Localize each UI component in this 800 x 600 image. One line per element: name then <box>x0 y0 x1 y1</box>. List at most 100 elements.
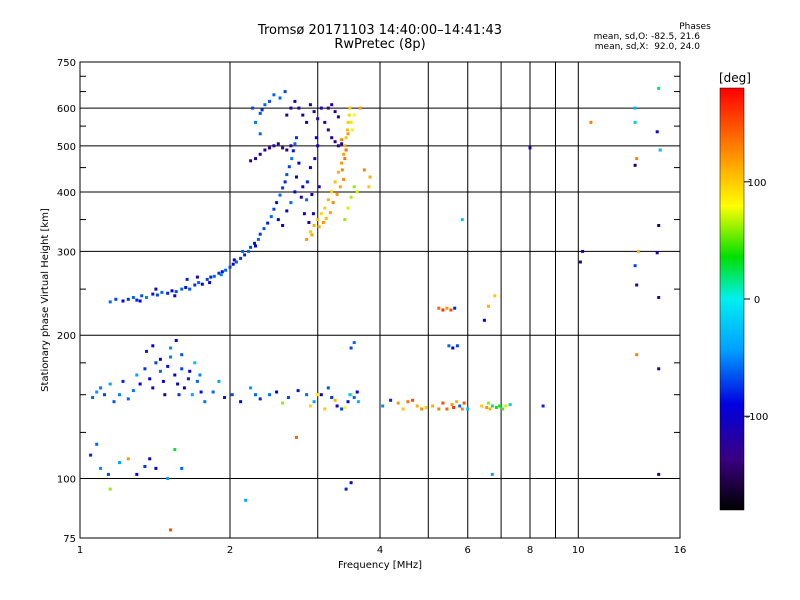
data-point <box>260 108 264 112</box>
y-axis-label: Stationary phase Virtual Height [km] <box>40 208 51 392</box>
data-point <box>208 281 212 285</box>
data-point <box>356 400 360 404</box>
data-point <box>135 373 139 377</box>
data-point <box>285 113 289 117</box>
data-point <box>308 166 312 170</box>
data-point <box>493 294 497 298</box>
data-point <box>145 349 148 353</box>
data-point <box>342 152 346 156</box>
data-point <box>330 190 334 194</box>
data-point <box>345 128 349 132</box>
data-point <box>305 393 309 397</box>
data-point <box>131 296 135 299</box>
data-point <box>287 165 291 169</box>
data-point <box>254 157 257 161</box>
data-point <box>316 218 320 222</box>
y-tick-label: 100 <box>57 475 76 486</box>
data-point <box>174 290 178 294</box>
data-point <box>200 282 204 286</box>
grid-lines <box>80 62 680 538</box>
data-point <box>220 270 224 274</box>
data-point <box>486 304 490 308</box>
data-point <box>455 400 459 404</box>
data-point <box>302 212 306 216</box>
data-point <box>173 294 177 298</box>
data-point <box>635 283 639 287</box>
data-point <box>449 308 453 312</box>
data-point <box>289 201 293 205</box>
data-point <box>145 296 148 299</box>
data-point <box>223 396 226 399</box>
data-point <box>154 287 158 291</box>
data-point <box>333 180 337 184</box>
data-point <box>293 190 297 194</box>
data-point <box>453 306 457 310</box>
data-point <box>466 407 470 411</box>
data-point <box>166 477 170 480</box>
data-point <box>188 369 192 373</box>
data-point <box>268 99 271 103</box>
data-point <box>211 390 215 394</box>
data-point <box>258 111 262 115</box>
data-point <box>450 403 454 407</box>
data-point <box>297 161 301 165</box>
phases-heading: Phases <box>679 22 711 32</box>
data-point <box>198 373 202 377</box>
data-point <box>349 195 353 199</box>
data-point <box>490 472 494 476</box>
data-point <box>657 367 661 371</box>
data-point <box>263 103 267 107</box>
data-point <box>275 390 279 394</box>
data-point <box>581 249 585 253</box>
data-point <box>296 389 300 393</box>
data-point <box>498 404 502 408</box>
data-point <box>494 406 498 409</box>
data-point <box>331 201 335 205</box>
data-point <box>195 275 199 279</box>
data-point <box>330 103 334 107</box>
data-point <box>455 344 459 348</box>
x-tick-label: 4 <box>377 545 383 556</box>
data-point <box>312 110 316 114</box>
data-point <box>269 215 273 219</box>
data-point <box>352 341 356 345</box>
data-point <box>326 386 330 390</box>
data-point <box>346 120 350 124</box>
data-point <box>188 287 192 291</box>
data-point <box>636 249 640 253</box>
data-point <box>324 216 328 220</box>
data-point <box>326 198 330 202</box>
data-point <box>344 136 348 140</box>
data-point <box>253 241 256 245</box>
data-point <box>180 466 184 470</box>
data-point <box>262 227 266 231</box>
data-point <box>340 161 344 165</box>
x-tick-labels: 1 2 4 6 8 10 16 <box>77 545 687 556</box>
data-point <box>89 453 93 457</box>
data-point <box>340 407 344 411</box>
data-point <box>381 404 385 408</box>
data-point <box>184 286 188 289</box>
data-point <box>313 157 317 161</box>
data-point <box>169 355 173 359</box>
data-point <box>154 466 158 470</box>
data-point <box>316 144 320 148</box>
data-point <box>657 296 661 299</box>
data-point <box>319 393 323 397</box>
data-point <box>349 120 353 124</box>
data-point <box>160 290 164 294</box>
data-point <box>258 397 262 401</box>
data-point <box>140 294 144 298</box>
data-point <box>343 144 347 148</box>
data-point <box>462 401 466 405</box>
data-point <box>323 120 327 124</box>
data-point <box>336 144 340 148</box>
data-point <box>232 258 236 262</box>
data-point <box>138 382 142 386</box>
data-point <box>174 339 178 342</box>
data-point <box>281 146 285 150</box>
data-point <box>441 401 445 405</box>
data-point <box>326 128 330 132</box>
y-tick-label: 300 <box>57 247 76 258</box>
data-point <box>389 398 393 402</box>
